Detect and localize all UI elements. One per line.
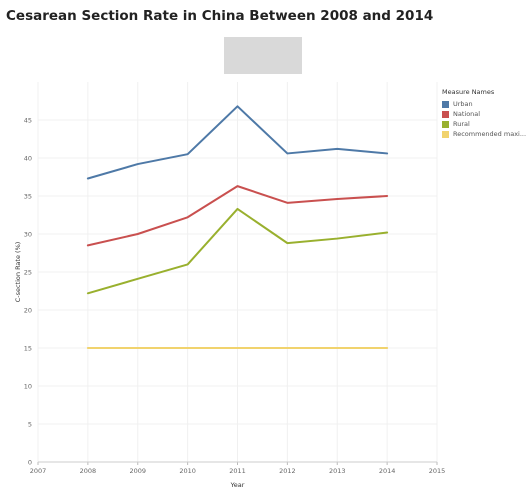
legend-item[interactable]: National	[442, 109, 526, 119]
legend: Measure Names Urban National Rural Recommen…	[442, 88, 526, 139]
x-tick-label: 2009	[129, 467, 146, 475]
y-tick-label: 25	[24, 268, 32, 276]
legend-swatch	[442, 130, 449, 138]
legend-label: Rural	[453, 120, 470, 128]
legend-swatch	[442, 100, 449, 108]
y-tick-label: 10	[24, 382, 32, 390]
legend-swatch	[442, 120, 449, 128]
legend-label: Urban	[453, 100, 473, 108]
x-tick-label: 2014	[379, 467, 396, 475]
legend-item[interactable]: Recommended maxi...	[442, 129, 526, 139]
legend-title: Measure Names	[442, 88, 495, 96]
y-tick-label: 5	[28, 420, 32, 428]
legend-label: National	[453, 110, 481, 118]
legend-label: Recommended maxi...	[453, 130, 527, 138]
image-placeholder	[224, 37, 302, 74]
x-tick-label: 2011	[229, 467, 246, 475]
y-axis-title: C-section Rate (%)	[14, 242, 22, 303]
legend-item[interactable]: Urban	[442, 99, 526, 109]
chart-title: Cesarean Section Rate in China Between 2…	[6, 8, 434, 24]
series-line-rural	[86, 207, 389, 295]
x-tick-label: 2010	[179, 467, 196, 475]
x-axis-title: Year	[230, 481, 245, 489]
y-tick-label: 35	[24, 192, 32, 200]
y-tick-label: 45	[24, 116, 32, 124]
series-line-national	[86, 185, 389, 247]
y-tick-label: 30	[24, 230, 32, 238]
y-tick-label: 15	[24, 344, 32, 352]
y-tick-label: 0	[28, 458, 32, 466]
x-tick-label: 2008	[80, 467, 97, 475]
series-line-urban	[86, 105, 389, 180]
x-tick-label: 2007	[30, 467, 47, 475]
y-tick-label: 40	[24, 154, 32, 162]
x-tick-label: 2015	[429, 467, 446, 475]
legend-swatch	[442, 110, 449, 118]
x-tick-label: 2013	[329, 467, 346, 475]
legend-item[interactable]: Rural	[442, 119, 526, 129]
x-tick-label: 2012	[279, 467, 296, 475]
y-tick-label: 20	[24, 306, 32, 314]
